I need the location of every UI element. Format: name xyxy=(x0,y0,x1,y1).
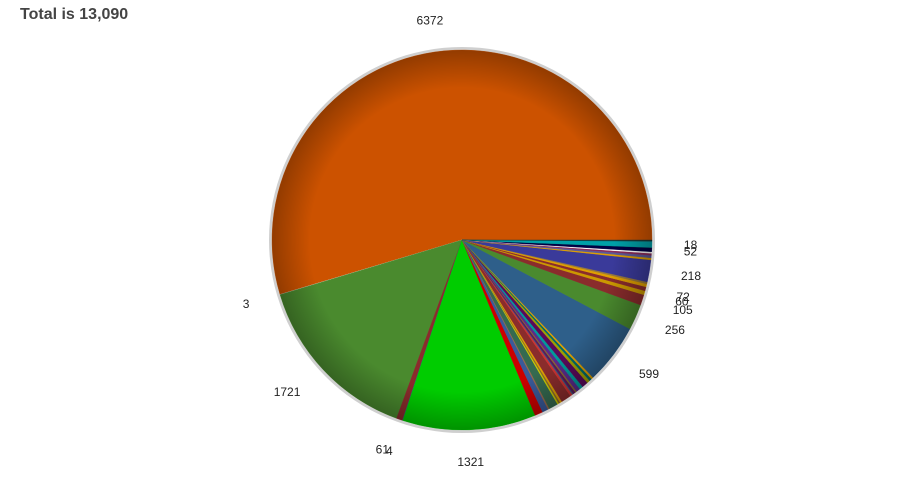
slice-value-label: 60 xyxy=(675,295,689,309)
slice-value-label: 72 xyxy=(677,290,691,304)
slice-value-label: 61 xyxy=(376,443,390,457)
slice-value-label: 1721 xyxy=(274,385,301,399)
slice-value-label: 105 xyxy=(673,303,693,317)
slice-value-label: 218 xyxy=(681,269,701,283)
slice-value-label: 1321 xyxy=(457,455,484,469)
slice-value-label: 3 xyxy=(243,297,250,311)
slice-value-label: 599 xyxy=(639,367,659,381)
slice-value-label: 6372 xyxy=(417,13,444,27)
pie-slices xyxy=(271,49,653,431)
slice-value-label: 256 xyxy=(665,323,685,337)
chart-title: Total is 13,090 xyxy=(20,6,129,23)
slice-value-label: 18 xyxy=(684,238,698,252)
slice-value-label: 4 xyxy=(386,444,393,458)
slice-value-label: 52 xyxy=(684,244,698,258)
